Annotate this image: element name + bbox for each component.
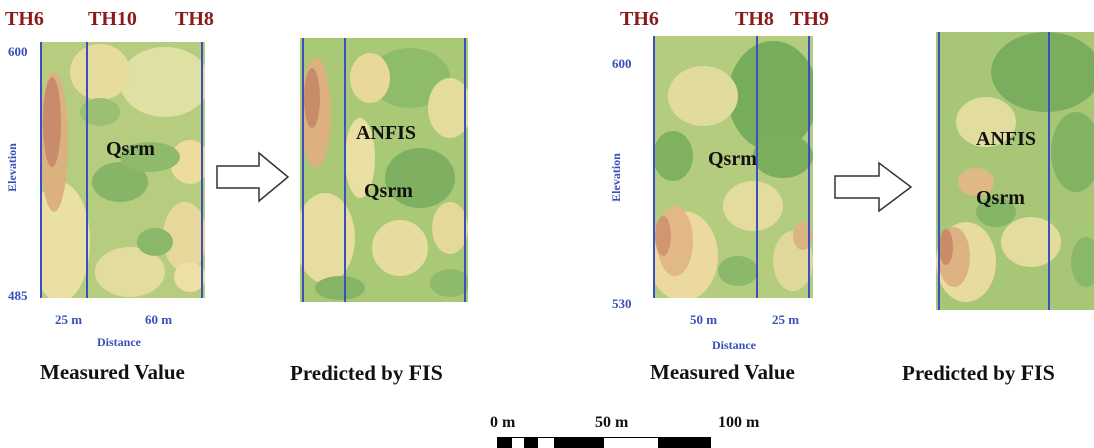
- predicted-section-map: ANFIS Qsrm: [936, 32, 1094, 310]
- measured-section-map: Qsrm: [40, 42, 205, 298]
- elevation-top-label: 600: [612, 56, 632, 71]
- measured-caption: Measured Value: [40, 360, 185, 384]
- distance-tick-2: 60 m: [145, 312, 173, 327]
- predicted-contour-plot: [300, 38, 468, 302]
- distance-tick-2: 25 m: [772, 312, 800, 327]
- distance-tick-1: 25 m: [55, 312, 83, 327]
- scale-label-50: 50 m: [595, 414, 629, 431]
- unit-label-qsrm: Qsrm: [106, 138, 155, 160]
- predicted-caption-suffix: FIS: [408, 360, 443, 385]
- borehole-line-th8: [201, 42, 203, 298]
- arrow-right-icon: [216, 151, 290, 203]
- scale-label-0: 0 m: [490, 414, 516, 431]
- unit-label-qsrm: Qsrm: [708, 148, 757, 170]
- arrow-right-icon: [834, 161, 913, 213]
- distance-axis-label: Distance: [712, 338, 756, 352]
- predicted-borehole-line-1: [302, 38, 304, 302]
- predicted-borehole-line-2: [1048, 32, 1050, 310]
- distance-axis-label: Distance: [97, 335, 141, 349]
- elevation-axis-label: Elevation: [4, 143, 19, 192]
- predicted-caption-suffix: FIS: [1020, 360, 1055, 385]
- scale-bar-segments: [497, 437, 711, 448]
- predicted-borehole-line-2: [344, 38, 346, 302]
- measured-section-map: Qsrm: [653, 36, 813, 298]
- predicted-borehole-line-3: [464, 38, 466, 302]
- borehole-label-th8: TH8: [735, 8, 774, 30]
- borehole-label-th9: TH9: [790, 8, 829, 30]
- borehole-label-th6: TH6: [620, 8, 659, 30]
- borehole-line-th6: [653, 36, 655, 298]
- borehole-line-th8: [756, 36, 758, 298]
- borehole-label-th10: TH10: [88, 8, 137, 30]
- elevation-top-label: 600: [8, 44, 28, 59]
- predicted-caption-main: Predicted by: [902, 361, 1021, 385]
- method-label-anfis: ANFIS: [976, 128, 1037, 150]
- predicted-caption-main: Predicted by: [290, 361, 409, 385]
- method-label-anfis: ANFIS: [356, 122, 417, 144]
- unit-label-qsrm: Qsrm: [364, 180, 413, 202]
- borehole-line-th9: [808, 36, 810, 298]
- predicted-section-map: ANFIS Qsrm: [300, 38, 468, 302]
- borehole-label-th8: TH8: [175, 8, 214, 30]
- predicted-caption: Predicted by FIS: [290, 360, 443, 386]
- predicted-borehole-line-1: [938, 32, 940, 310]
- measured-caption: Measured Value: [650, 360, 795, 384]
- measured-contour-plot: [653, 36, 813, 298]
- elevation-bottom-label: 530: [612, 296, 632, 311]
- borehole-line-th6: [40, 42, 42, 298]
- unit-label-qsrm: Qsrm: [976, 187, 1025, 209]
- predicted-caption: Predicted by FIS: [902, 360, 1055, 386]
- elevation-bottom-label: 485: [8, 288, 28, 303]
- borehole-label-th6: TH6: [5, 8, 44, 30]
- borehole-line-th10: [86, 42, 88, 298]
- predicted-contour-plot: [936, 32, 1094, 310]
- scale-label-100: 100 m: [718, 414, 760, 431]
- measured-contour-plot: [40, 42, 205, 298]
- distance-tick-1: 50 m: [690, 312, 718, 327]
- elevation-axis-label: Elevation: [608, 153, 623, 202]
